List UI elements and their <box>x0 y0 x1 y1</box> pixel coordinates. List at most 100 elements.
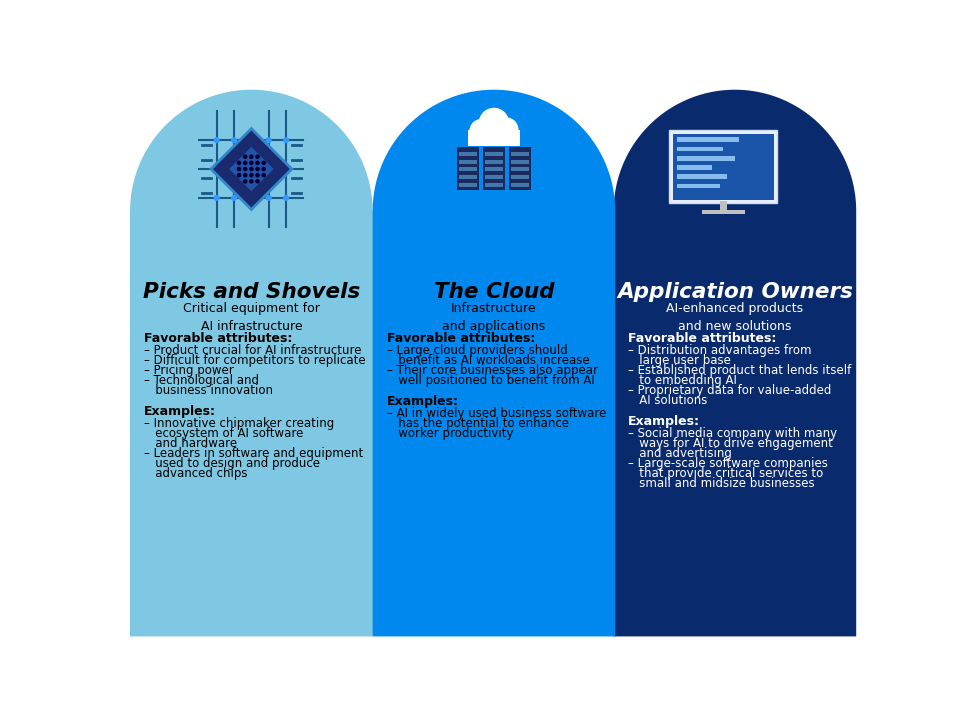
Circle shape <box>249 160 253 165</box>
Circle shape <box>261 167 266 171</box>
Text: large user base: large user base <box>628 354 731 367</box>
Circle shape <box>494 118 518 142</box>
Text: small and midsize businesses: small and midsize businesses <box>628 477 814 490</box>
Text: – Large cloud providers should: – Large cloud providers should <box>387 344 567 357</box>
Text: The Cloud: The Cloud <box>434 282 554 303</box>
Text: – Established product that lends itself: – Established product that lends itself <box>628 364 851 377</box>
Bar <box>372 211 615 636</box>
Bar <box>459 168 477 171</box>
Circle shape <box>243 155 248 159</box>
Text: and hardware: and hardware <box>144 437 237 450</box>
Bar <box>468 130 520 146</box>
Circle shape <box>479 108 509 138</box>
Bar <box>459 160 477 164</box>
Circle shape <box>249 173 253 178</box>
Bar <box>485 152 503 156</box>
Bar <box>702 210 745 214</box>
Circle shape <box>255 167 260 171</box>
Bar <box>613 211 856 636</box>
Text: – Proprietary data for value-added: – Proprietary data for value-added <box>628 384 831 397</box>
Circle shape <box>243 179 248 183</box>
Polygon shape <box>131 90 372 636</box>
Text: – Pricing power: – Pricing power <box>144 364 233 377</box>
Text: benefit as AI workloads increase: benefit as AI workloads increase <box>387 354 589 367</box>
Text: Infrastructure
and applications: Infrastructure and applications <box>443 303 545 334</box>
Polygon shape <box>229 147 274 191</box>
Bar <box>459 152 477 156</box>
Circle shape <box>249 167 253 171</box>
Circle shape <box>237 167 241 171</box>
Bar <box>673 134 774 200</box>
Text: used to design and produce: used to design and produce <box>144 457 320 470</box>
Circle shape <box>243 160 248 165</box>
Bar <box>511 168 529 171</box>
Bar <box>677 156 735 160</box>
Text: to embedding AI: to embedding AI <box>628 374 736 387</box>
Circle shape <box>231 195 237 201</box>
Circle shape <box>214 137 220 143</box>
Circle shape <box>243 167 248 171</box>
Bar <box>677 183 720 188</box>
Circle shape <box>243 173 248 178</box>
Circle shape <box>249 155 253 159</box>
Text: ways for AI to drive engagement: ways for AI to drive engagement <box>628 437 832 450</box>
Circle shape <box>266 137 272 143</box>
Bar <box>677 137 739 142</box>
Circle shape <box>255 155 260 159</box>
Bar <box>485 160 503 164</box>
Bar <box>677 147 724 152</box>
Text: – Difficult for competitors to replicate: – Difficult for competitors to replicate <box>144 354 366 367</box>
Bar <box>677 165 711 170</box>
Circle shape <box>231 137 237 143</box>
Text: – AI in widely used business software: – AI in widely used business software <box>387 407 606 420</box>
Bar <box>511 175 529 179</box>
Bar <box>457 147 478 190</box>
Text: business innovation: business innovation <box>144 384 273 397</box>
Polygon shape <box>613 90 856 636</box>
Circle shape <box>283 137 289 143</box>
Text: that provide critical services to: that provide critical services to <box>628 467 823 480</box>
Text: has the potential to enhance: has the potential to enhance <box>387 417 568 430</box>
Circle shape <box>231 166 237 172</box>
Circle shape <box>255 173 260 178</box>
Text: ecosystem of AI software: ecosystem of AI software <box>144 427 303 440</box>
Circle shape <box>249 179 253 183</box>
Text: – Technological and: – Technological and <box>144 374 259 387</box>
Text: Critical equipment for
AI infrastructure: Critical equipment for AI infrastructure <box>183 303 320 334</box>
Text: AI-enhanced products
and new solutions: AI-enhanced products and new solutions <box>666 303 804 334</box>
Text: – Leaders in software and equipment: – Leaders in software and equipment <box>144 447 363 460</box>
Circle shape <box>266 166 272 172</box>
Circle shape <box>255 179 260 183</box>
Circle shape <box>261 173 266 178</box>
Circle shape <box>214 195 220 201</box>
Text: Favorable attributes:: Favorable attributes: <box>628 331 776 344</box>
Text: advanced chips: advanced chips <box>144 467 248 480</box>
Text: Application Owners: Application Owners <box>617 282 852 303</box>
Text: Examples:: Examples: <box>628 414 700 427</box>
Bar <box>669 130 778 203</box>
Bar <box>485 175 503 179</box>
Bar <box>510 147 531 190</box>
Circle shape <box>283 166 289 172</box>
Polygon shape <box>372 90 615 636</box>
Circle shape <box>237 173 241 178</box>
Circle shape <box>237 160 241 165</box>
Text: well positioned to benefit from AI: well positioned to benefit from AI <box>387 374 594 387</box>
Text: Examples:: Examples: <box>144 404 216 417</box>
Circle shape <box>255 160 260 165</box>
Text: – Distribution advantages from: – Distribution advantages from <box>628 344 811 357</box>
Bar <box>483 147 505 190</box>
Text: – Social media company with many: – Social media company with many <box>628 427 837 440</box>
Text: and advertising: and advertising <box>628 447 732 460</box>
Text: – Innovative chipmaker creating: – Innovative chipmaker creating <box>144 417 334 430</box>
Bar <box>511 160 529 164</box>
Text: worker productivity: worker productivity <box>387 427 513 440</box>
Text: AI solutions: AI solutions <box>628 394 707 407</box>
Text: – Their core businesses also appear: – Their core businesses also appear <box>387 364 597 377</box>
Bar <box>459 175 477 179</box>
Circle shape <box>283 195 289 201</box>
Bar <box>511 183 529 187</box>
Text: – Large-scale software companies: – Large-scale software companies <box>628 457 828 470</box>
Circle shape <box>266 195 272 201</box>
Polygon shape <box>211 129 292 209</box>
